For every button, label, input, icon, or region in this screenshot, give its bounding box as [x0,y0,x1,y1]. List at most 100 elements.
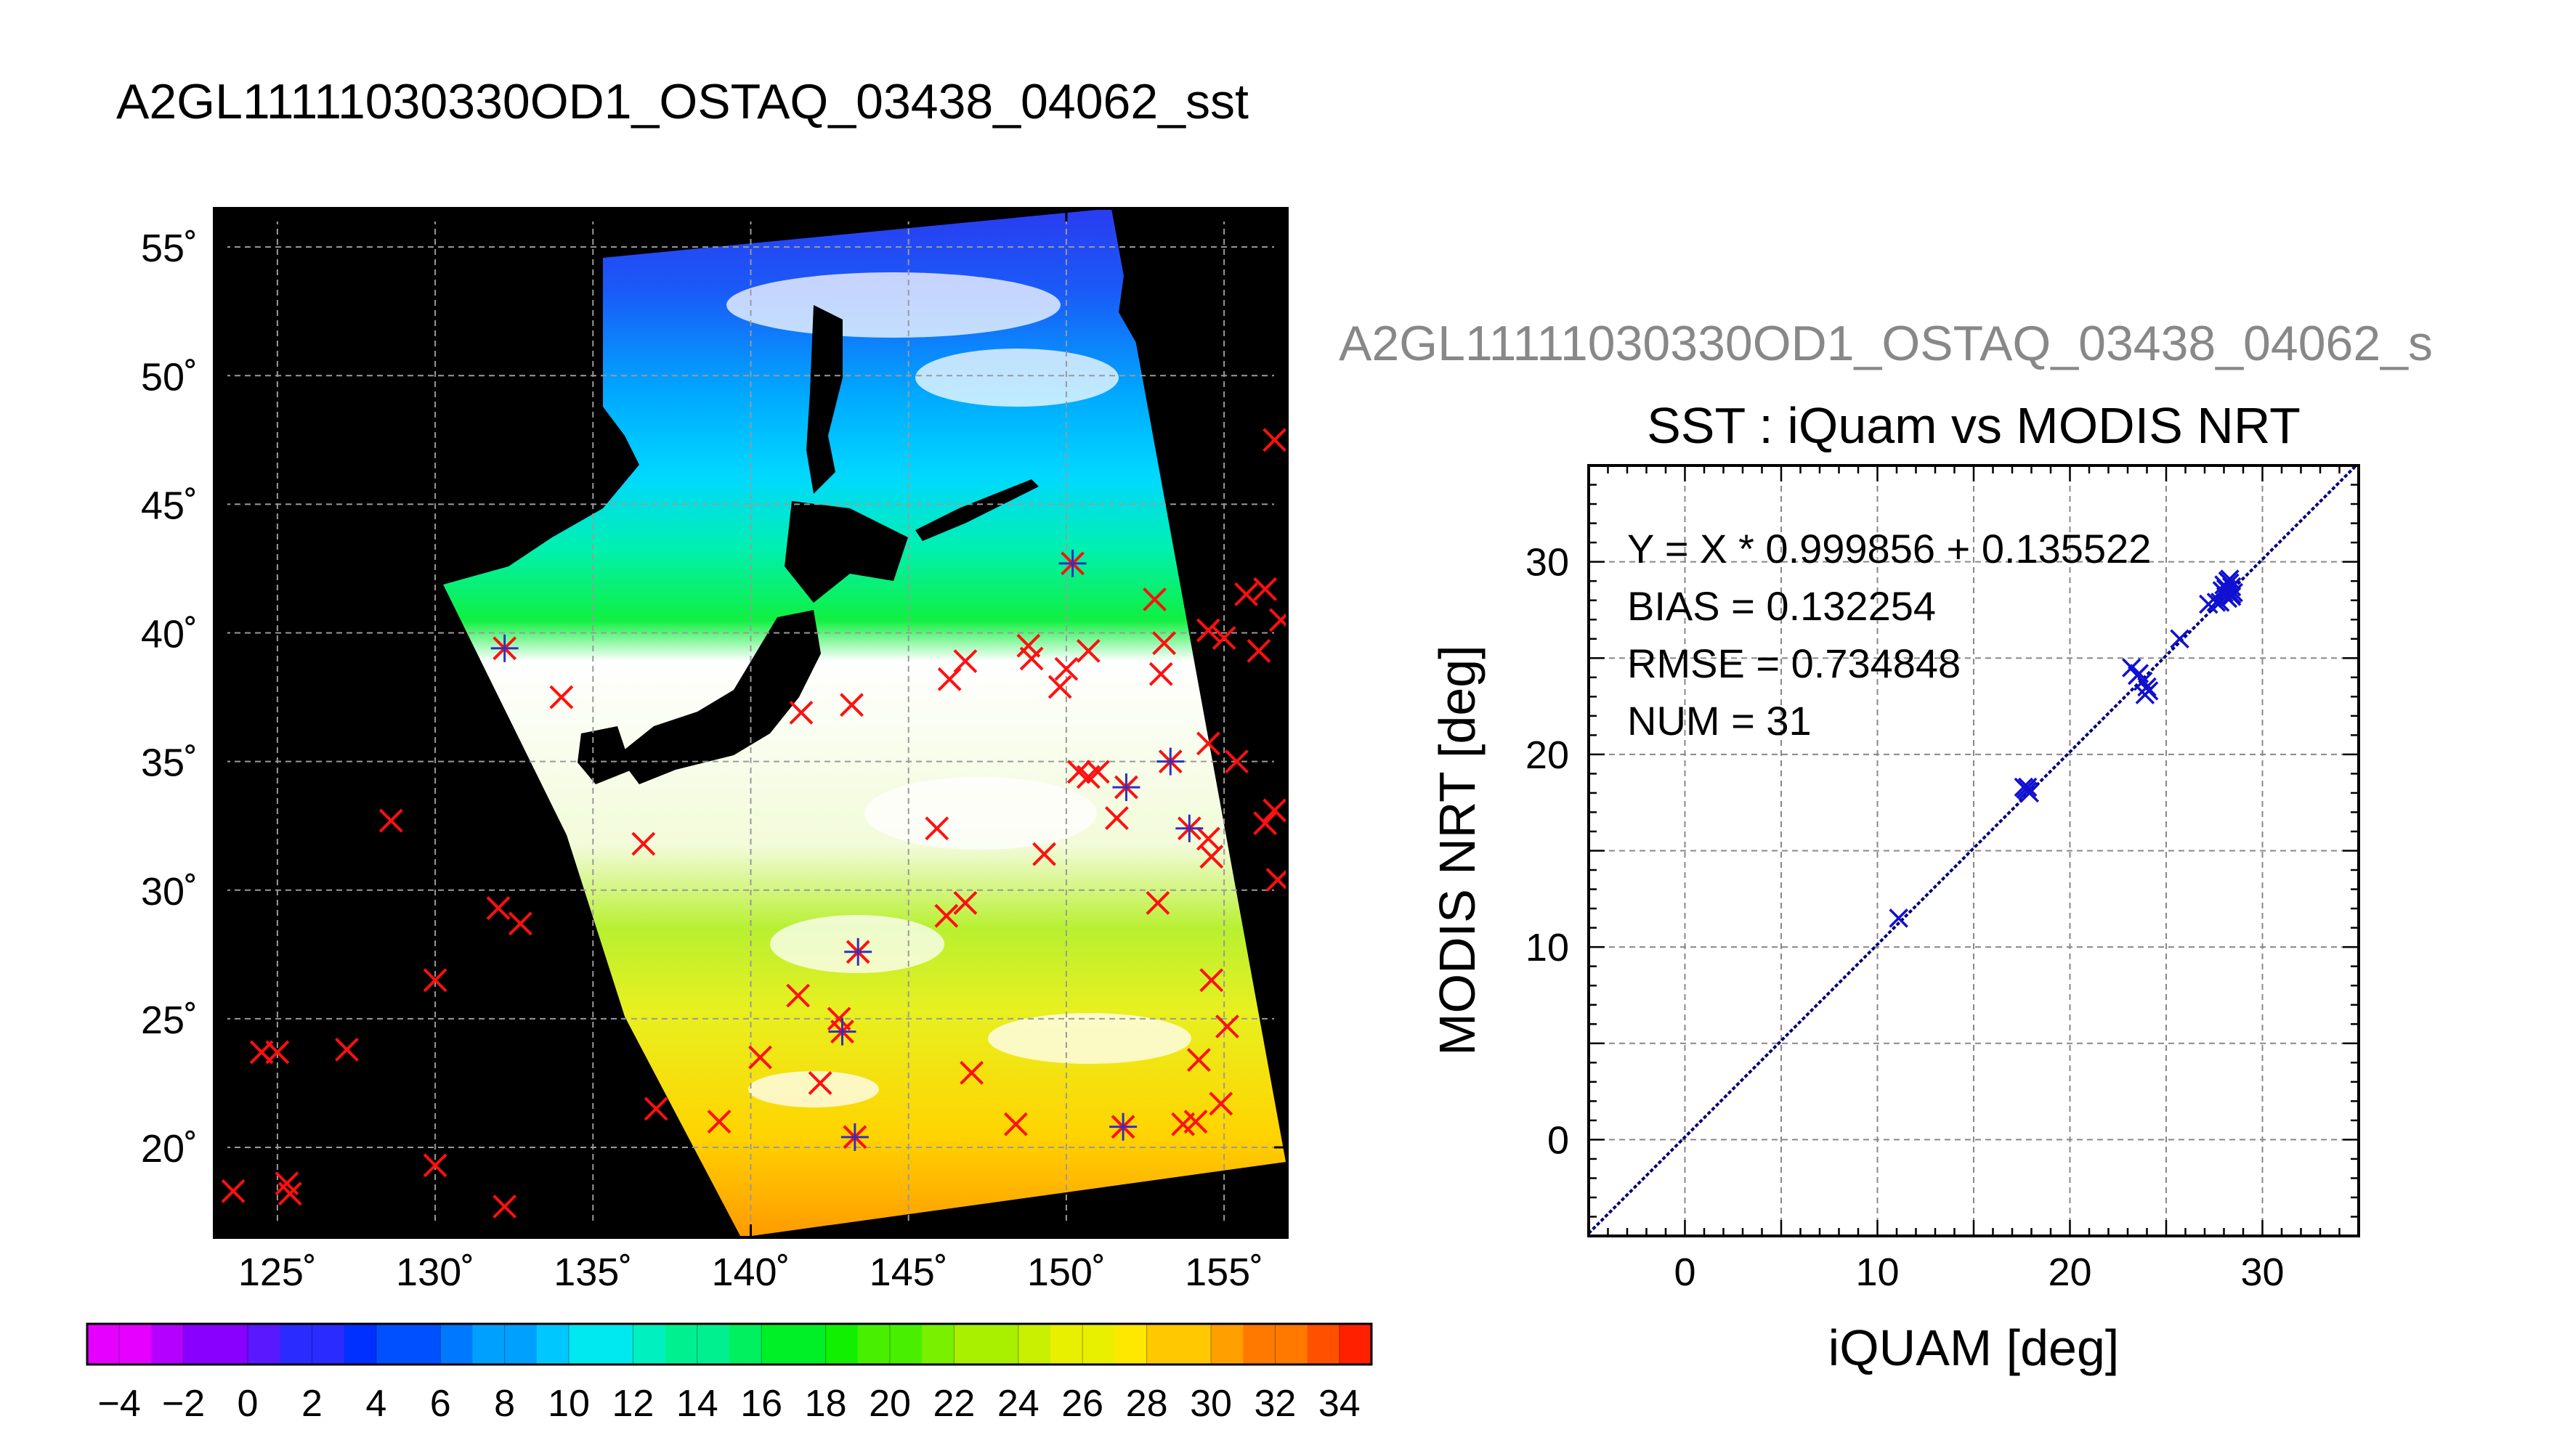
map-lon-label: 145˚ [870,1250,948,1294]
colorbar-cell [954,1324,987,1365]
insitu-marker [1186,1048,1211,1072]
colorbar-cell [633,1324,666,1365]
scatter-annotation: Y = X * 0.999856 + 0.135522 [1627,526,2151,572]
insitu-marker [423,1153,447,1178]
matched-marker [490,634,519,662]
colorbar-cell [248,1324,281,1365]
map-lat-label: 30˚ [141,870,198,914]
scatter-point [2014,777,2034,797]
colorbar-cell [986,1324,1019,1365]
colorbar-cell [922,1324,955,1365]
insitu-marker [378,808,403,833]
colorbar-cell [1339,1324,1372,1365]
scatter-point [1889,908,1908,928]
insitu-marker [1265,868,1287,892]
colorbar-cell [793,1324,827,1365]
scatter-y-tick-labels: 0 10 20 30 [1525,541,1569,1163]
colorbar-cell [697,1324,730,1365]
scatter-point [2170,629,2189,648]
colorbar-cell [1243,1324,1276,1365]
scatter-header: A2GL11111030330OD1_OSTAQ_03438_04062_s [1339,316,2433,371]
map-lon-label: 140˚ [711,1250,790,1294]
land-masses [214,208,1177,1237]
colorbar-frame [86,1322,1373,1366]
scatter-x-tick-label: 30 [2240,1250,2284,1294]
scatter-title: SST : iQuam vs MODIS NRT [1647,397,2301,454]
insitu-marker [1146,891,1170,915]
colorbar-label: 34 [1318,1383,1361,1425]
colorbar-cell [1275,1324,1308,1365]
colorbar-label: −2 [162,1383,205,1425]
insitu-marker [808,1071,832,1095]
scatter-y-tick-label: 0 [1547,1118,1569,1162]
map-lon-label: 135˚ [554,1250,632,1294]
insitu-marker [1105,806,1129,830]
scatter-y-tick-label: 10 [1525,926,1569,969]
colorbar-label: −4 [98,1383,141,1425]
insitu-marker [1268,608,1287,633]
scatter-annotation: NUM = 31 [1627,698,1812,744]
colorbar-cell [215,1324,248,1365]
colorbar-cell [472,1324,506,1365]
scatter-annotation: RMSE = 0.734848 [1627,640,1961,686]
colorbar-cell [665,1324,698,1365]
colorbar-cell [376,1324,409,1365]
insitu-marker [934,903,959,928]
colorbar-cell [1307,1324,1340,1365]
insitu-marker [786,983,811,1008]
colorbar-cell [1018,1324,1051,1365]
map-lon-labels: 125˚ 130˚ 135˚ 140˚ 145˚ 150˚ 155˚ [238,1250,1263,1294]
cloud-patches [726,272,1191,1107]
insitu-marker [953,649,978,673]
scatter-points [1889,569,2243,928]
scatter-panel: A2GL11111030330OD1_OSTAQ_03438_04062_s S… [1339,316,2433,1376]
map-lat-label: 40˚ [141,613,198,656]
insitu-marker [953,891,978,915]
insitu-marker [486,896,511,920]
scatter-y-tick-label: 30 [1525,541,1569,585]
insitu-marker [960,1060,984,1085]
scatter-x-label: iQUAM [deg] [1828,1319,2120,1376]
colorbar-cell [825,1324,859,1365]
colorbar-label: 24 [997,1383,1040,1425]
matched-marker [844,938,872,966]
colorbar-cell [569,1324,602,1365]
insitu-marker [1253,811,1278,836]
scatter-ticks [1587,464,2360,1237]
land-hokkaido [785,501,908,603]
insitu-marker [1183,1110,1208,1134]
insitu-marker [789,700,814,725]
colorbar-cell [761,1324,795,1365]
insitu-marker [748,1045,772,1070]
land-kyushu [578,726,632,784]
scatter-x-tick-labels: 0 10 20 30 [1674,1250,2284,1294]
map-markers [221,428,1287,1219]
colorbar-cell [857,1324,891,1365]
insitu-marker [423,968,447,993]
scatter-point [2137,677,2157,697]
colorbar-cell [1114,1324,1148,1365]
colorbar-cell [536,1324,570,1365]
colorbar: −4 −2 0 2 4 6 8 10 12 14 16 18 20 22 24 26 28 30 32 34 [86,1322,1373,1425]
scatter-point [2221,587,2242,606]
colorbar-cell [408,1324,442,1365]
colorbar-label: 2 [301,1383,323,1425]
insitu-marker [1085,760,1110,784]
map-lat-label: 50˚ [141,355,198,399]
insitu-marker [925,816,949,841]
colorbar-cell [1050,1324,1084,1365]
insitu-marker [1047,675,1072,699]
scatter-annotations: Y = X * 0.999856 + 0.135522 BIAS = 0.1322… [1627,526,2151,744]
scatter-point [2218,588,2238,609]
colorbar-labels: −4 −2 0 2 4 6 8 10 12 14 16 18 20 22 24 26 28 30 32 34 [98,1324,1361,1425]
colorbar-cell [183,1324,216,1365]
scatter-y-tick-label: 20 [1525,733,1569,777]
insitu-marker [1143,587,1167,611]
insitu-marker [1212,626,1236,651]
insitu-marker [1263,428,1287,452]
colorbar-label: 12 [612,1383,654,1425]
colorbar-label: 32 [1254,1383,1296,1425]
map-lat-labels: 55˚ 50˚ 45˚ 40˚ 35˚ 30˚ 25˚ 20˚ [141,227,198,1171]
scatter-point [2139,681,2159,701]
